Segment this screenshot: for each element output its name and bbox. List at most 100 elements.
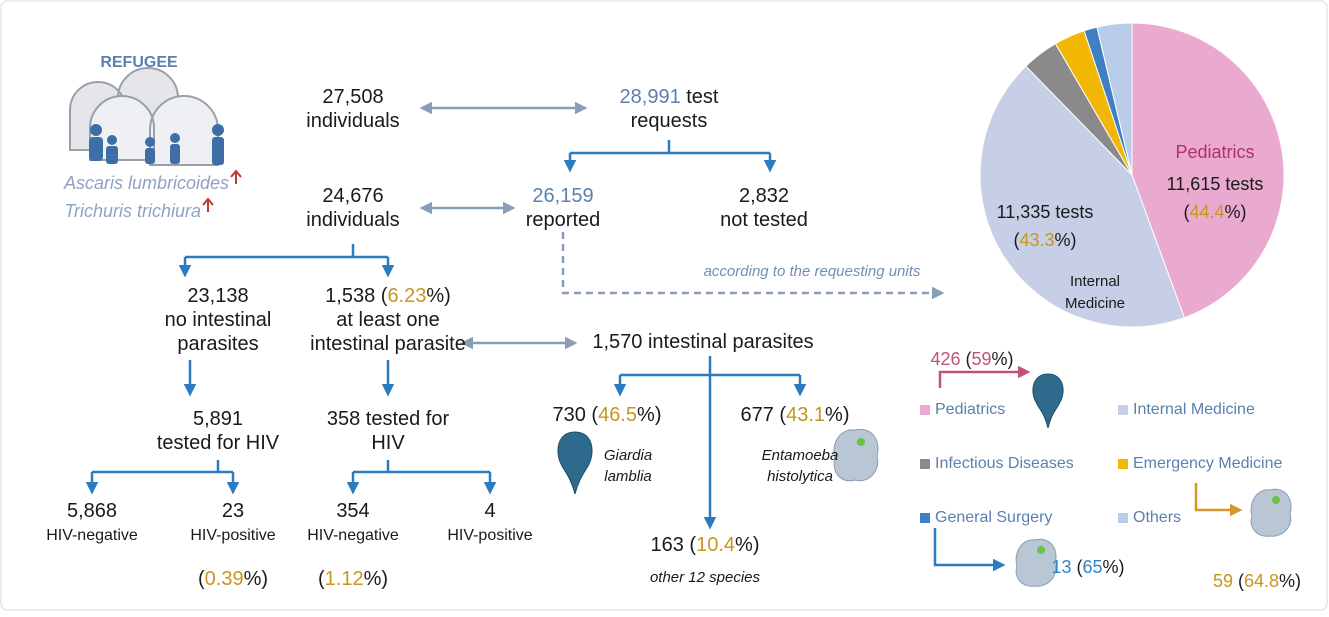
text-segment: 10.4 <box>696 534 735 556</box>
text-segment: reported <box>526 209 601 231</box>
text-segment: 23,138 <box>187 285 248 307</box>
text-segment: 59 <box>1213 571 1233 591</box>
label: histolytica <box>767 468 833 485</box>
text-segment: %) <box>1055 230 1077 250</box>
label: 5,868 <box>67 500 117 522</box>
label: 23 <box>222 500 244 522</box>
legend-label: Internal Medicine <box>1133 401 1255 418</box>
text-segment: parasites <box>177 333 258 355</box>
text-segment: HIV-negative <box>307 527 399 544</box>
legend-swatch <box>920 513 930 523</box>
label: 24,676 <box>322 185 383 207</box>
text-segment: intestinal parasite <box>310 333 466 355</box>
text-segment: tested for HIV <box>157 432 280 454</box>
text-segment: 1,538 ( <box>325 285 388 307</box>
label: 28,991 test <box>620 86 719 108</box>
label: Entamoeba <box>762 447 839 464</box>
legend-swatch <box>920 459 930 469</box>
text-segment: 163 ( <box>651 534 697 556</box>
text-segment: %) <box>244 568 268 590</box>
text-segment: 24,676 <box>322 185 383 207</box>
legend-label: Pediatrics <box>935 401 1005 418</box>
species: Trichuris trichiura <box>64 201 201 221</box>
text-segment: 354 <box>336 500 369 522</box>
text-segment: ( <box>961 349 972 369</box>
label: 163 (10.4%) <box>651 534 760 556</box>
text-segment: %) <box>825 404 849 426</box>
text-segment: 26,159 <box>532 185 593 207</box>
label: 26,159 <box>532 185 593 207</box>
text-segment: at least one <box>336 309 439 331</box>
text-segment: 0.39 <box>205 568 244 590</box>
text-segment: 27,508 <box>322 86 383 108</box>
label: at least one <box>336 309 439 331</box>
text-segment: 5,891 <box>193 408 243 430</box>
label: reported <box>526 209 601 231</box>
text-segment: individuals <box>306 209 399 231</box>
label: 1,570 intestinal parasites <box>592 331 813 353</box>
label: HIV-positive <box>447 527 532 544</box>
label: individuals <box>306 209 399 231</box>
label: 4 <box>484 500 495 522</box>
text-segment: ( <box>1072 557 1083 577</box>
text-segment: %) <box>992 349 1014 369</box>
text-segment: 59 <box>972 349 992 369</box>
label: intestinal parasite <box>310 333 466 355</box>
infographic: REFUGEE Ascaris lumbricoides Trichuris t… <box>0 0 1329 612</box>
label: 730 (46.5%) <box>553 404 662 426</box>
label: (44.4%) <box>1183 202 1246 222</box>
label: HIV-positive <box>190 527 275 544</box>
text-segment: 677 ( <box>741 404 787 426</box>
text-segment: histolytica <box>767 468 833 485</box>
label: (0.39%) <box>198 568 268 590</box>
text-segment: 65 <box>1083 557 1103 577</box>
text-segment: individuals <box>306 110 399 132</box>
legend-swatch <box>1118 405 1128 415</box>
text-segment: according to the requesting units <box>704 263 921 280</box>
text-segment: %) <box>364 568 388 590</box>
text-segment: 23 <box>222 500 244 522</box>
label: no intestinal <box>165 309 272 331</box>
label: requests <box>631 110 708 132</box>
label: 11,335 tests <box>997 202 1094 222</box>
label: 2,832 <box>739 185 789 207</box>
label: 59 (64.8%) <box>1213 571 1301 591</box>
text-segment: ( <box>1233 571 1244 591</box>
text-segment: 13 <box>1051 557 1071 577</box>
legend-label: Infectious Diseases <box>935 455 1074 472</box>
label: 5,891 <box>193 408 243 430</box>
label: 27,508 <box>322 86 383 108</box>
legend-label: General Surgery <box>935 509 1052 526</box>
label: not tested <box>720 209 808 231</box>
legend-label: Others <box>1133 509 1181 526</box>
text-segment: no intestinal <box>165 309 272 331</box>
label: 677 (43.1%) <box>741 404 850 426</box>
slice-name: Pediatrics <box>1175 142 1254 162</box>
legend-swatch <box>1118 459 1128 469</box>
text-segment: HIV-negative <box>46 527 138 544</box>
label: 13 (65%) <box>1051 557 1124 577</box>
text-segment: %) <box>1103 557 1125 577</box>
text-segment: 2,832 <box>739 185 789 207</box>
text-segment: %) <box>637 404 661 426</box>
text-segment: 28,991 <box>620 86 681 108</box>
text-segment: 44.4 <box>1189 202 1224 222</box>
text-segment: other 12 species <box>650 569 761 586</box>
text-segment: requests <box>631 110 708 132</box>
text-segment: 1,570 intestinal parasites <box>592 331 813 353</box>
label: Giardia <box>604 447 652 464</box>
text-segment: 358 tested for <box>327 408 450 430</box>
text-segment: HIV-positive <box>190 527 275 544</box>
text-segment: %) <box>735 534 759 556</box>
label: according to the requesting units <box>704 263 921 280</box>
text-segment: lamblia <box>604 468 652 485</box>
label: 354 <box>336 500 369 522</box>
label: HIV-negative <box>307 527 399 544</box>
label: 358 tested for <box>327 408 450 430</box>
text-segment: 4 <box>484 500 495 522</box>
text-segment: 43.3 <box>1019 230 1054 250</box>
text-segment: 426 <box>930 349 960 369</box>
text-segment: 1.12 <box>325 568 364 590</box>
text-segment: %) <box>426 285 450 307</box>
text-segment: HIV <box>371 432 405 454</box>
